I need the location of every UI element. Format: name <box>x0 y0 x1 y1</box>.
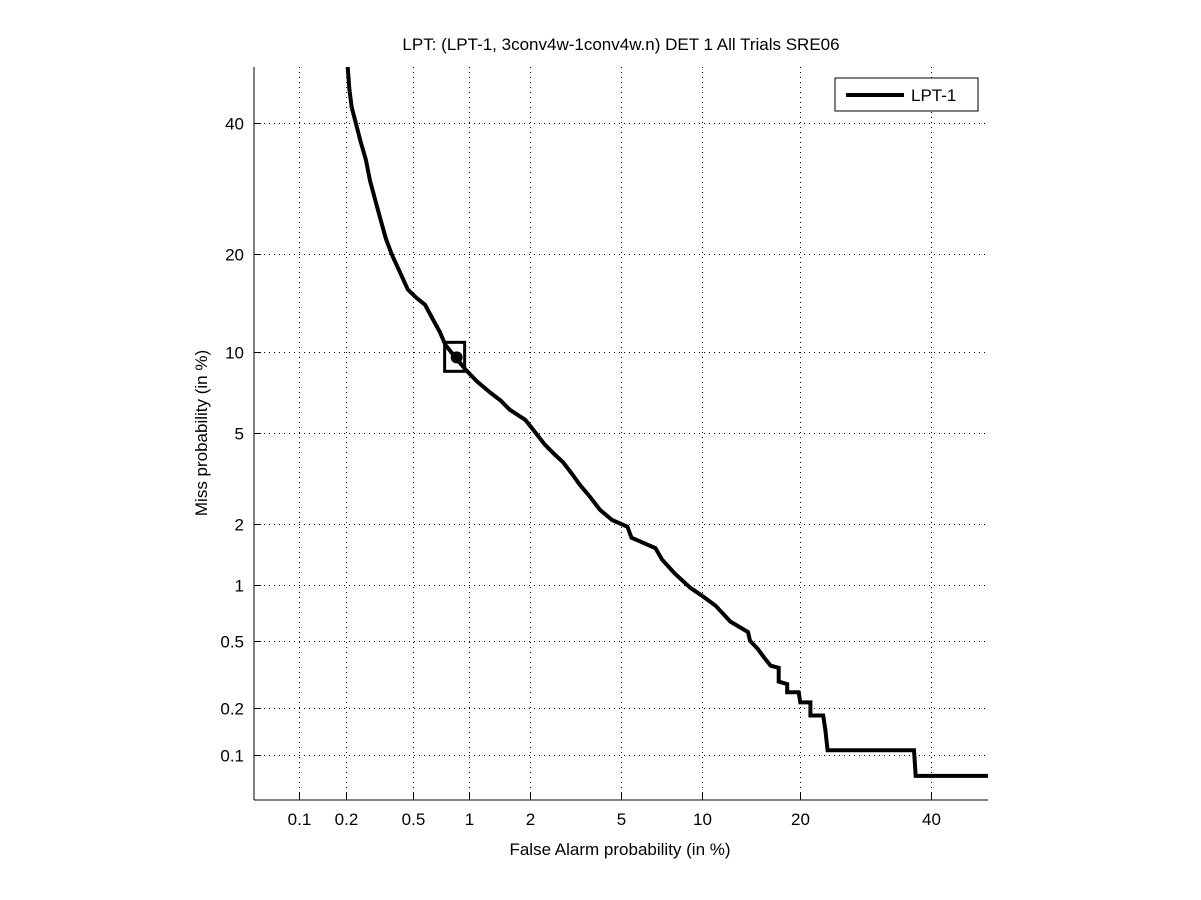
operating-point-markers <box>443 340 467 373</box>
operating-point-dot <box>450 351 463 364</box>
x-tick-label: 40 <box>922 810 941 829</box>
grid-lines <box>254 67 988 800</box>
y-tick-label: 5 <box>235 425 244 444</box>
x-tick-label: 2 <box>526 810 535 829</box>
y-tick-label: 1 <box>235 577 244 596</box>
x-tick-label: 0.5 <box>402 810 426 829</box>
chart-title: LPT: (LPT-1, 3conv4w-1conv4w.n) DET 1 Al… <box>402 35 839 54</box>
y-ticks: 0.1 0.2 0.5 1 2 5 10 20 40 <box>220 115 261 766</box>
legend-label-lpt-1: LPT-1 <box>911 86 956 105</box>
y-tick-label: 0.1 <box>220 747 244 766</box>
x-tick-label: 10 <box>693 810 712 829</box>
y-axis-label: Miss probability (in %) <box>192 350 211 516</box>
x-tick-label: 1 <box>465 810 474 829</box>
operating-point-square <box>443 340 467 373</box>
x-ticks: 0.1 0.2 0.5 1 2 5 10 20 40 <box>288 793 941 829</box>
x-tick-label: 20 <box>791 810 810 829</box>
series-line-lpt-1 <box>345 66 988 778</box>
x-tick-label: 0.1 <box>288 810 312 829</box>
legend: LPT-1 <box>834 77 979 112</box>
y-tick-label: 10 <box>225 344 244 363</box>
y-tick-label: 0.2 <box>220 700 244 719</box>
x-axis-label: False Alarm probability (in %) <box>509 840 730 859</box>
y-tick-label: 0.5 <box>220 633 244 652</box>
y-tick-label: 2 <box>235 516 244 535</box>
x-tick-label: 5 <box>617 810 626 829</box>
y-tick-label: 20 <box>225 246 244 265</box>
series-group <box>345 66 988 778</box>
x-tick-label: 0.2 <box>335 810 359 829</box>
y-tick-label: 40 <box>225 115 244 134</box>
